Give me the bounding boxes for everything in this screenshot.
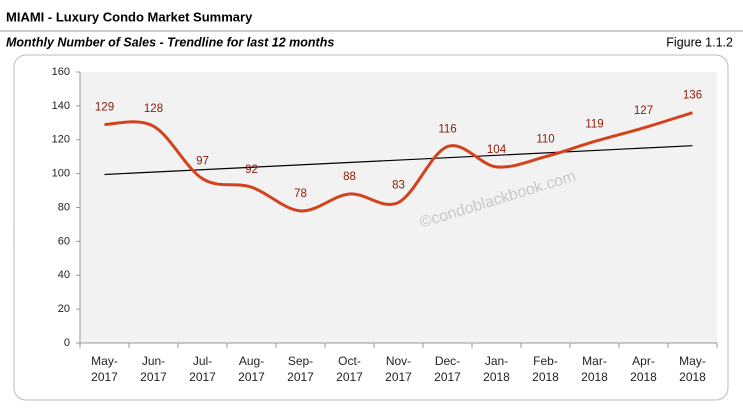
x-tick-label: Feb-2018 (532, 354, 559, 384)
plot-area (80, 72, 717, 343)
x-tick-label: Jun-2017 (140, 354, 167, 384)
data-label: 119 (585, 118, 603, 130)
y-tick-label: 20 (58, 303, 70, 315)
y-tick-label: 80 (58, 201, 70, 213)
y-tick-label: 120 (52, 134, 70, 146)
y-tick-label: 160 (52, 66, 70, 78)
line-series (104, 111, 693, 213)
data-label: 92 (245, 164, 258, 176)
data-label: 88 (343, 171, 356, 183)
page-title: MIAMI - Luxury Condo Market Summary (6, 9, 253, 24)
data-label: 136 (683, 90, 702, 102)
x-tick-label: Nov-2017 (385, 354, 412, 384)
data-label: 128 (144, 103, 163, 115)
y-tick-label: 100 (52, 168, 70, 180)
x-tick-label: Jul-2017 (189, 354, 216, 384)
x-tick-label: Aug-2017 (238, 354, 265, 384)
y-tick-label: 60 (58, 235, 70, 247)
data-label: 97 (196, 156, 209, 168)
x-tick-label: Sep-2017 (287, 354, 314, 384)
x-tick-label: Oct-2017 (336, 354, 363, 384)
data-label: 127 (634, 105, 653, 117)
data-label: 78 (294, 188, 307, 200)
y-tick-label: 140 (52, 100, 70, 112)
x-tick-label: Apr-2018 (630, 354, 657, 384)
chart-subtitle: Monthly Number of Sales - Trendline for … (6, 35, 334, 49)
y-tick-label: 40 (58, 269, 70, 281)
trendline (104, 145, 693, 176)
x-tick-label: May-2017 (91, 354, 118, 384)
data-label: 104 (487, 144, 507, 156)
y-tick-label: 0 (64, 337, 70, 349)
data-label: 129 (95, 102, 114, 114)
x-tick-label: Dec-2017 (434, 354, 461, 384)
data-label: 83 (392, 179, 405, 191)
figure-label: Figure 1.1.2 (666, 35, 733, 49)
x-tick-label: Jan-2018 (483, 354, 510, 384)
data-label: 110 (536, 134, 554, 146)
data-label: 116 (438, 124, 456, 136)
x-tick-label: Mar-2018 (581, 354, 608, 384)
x-tick-label: May-2018 (679, 354, 706, 384)
